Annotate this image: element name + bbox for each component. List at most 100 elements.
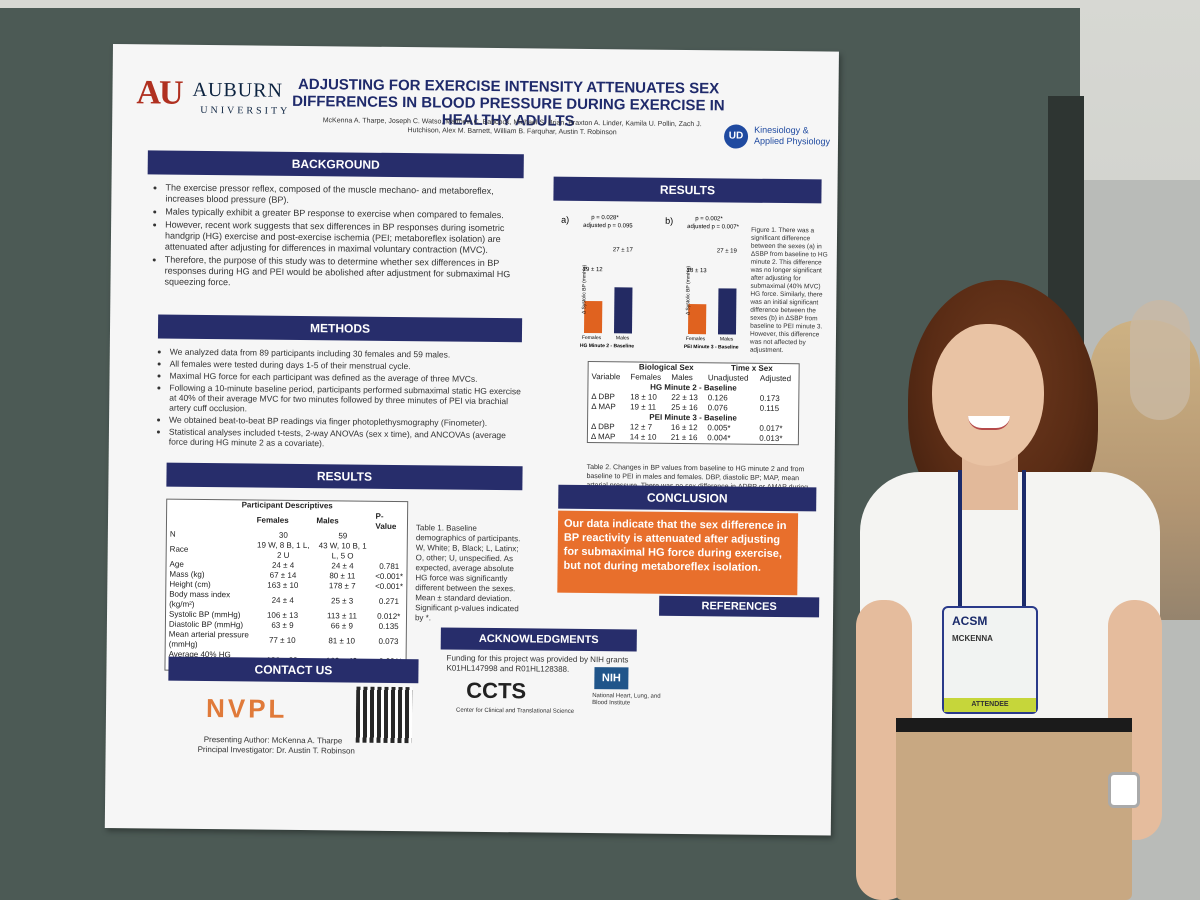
background-item: However, recent work suggests that sex d…: [165, 220, 523, 257]
background-item: The exercise pressor reflex, composed of…: [165, 183, 523, 209]
table-row: Body mass index (kg/m²) 24 ± 4 25 ± 3 0.271: [166, 590, 406, 613]
chart-a-adjusted: adjusted p = 0.095: [583, 222, 633, 230]
methods-item: Statistical analyses included t-tests, 2…: [169, 427, 527, 451]
contact-header: CONTACT US: [168, 656, 419, 684]
chart-b-p: p = 0.002*: [695, 216, 723, 223]
nih-logo: NIH: [594, 667, 629, 690]
background-item: Therefore, the purpose of this study was…: [164, 255, 522, 292]
table-cell: 81 ± 10: [328, 636, 356, 646]
table-cell: 77 ± 10: [268, 635, 296, 645]
presenter-pants: [896, 720, 1132, 900]
table-cell: 0.073: [378, 636, 399, 647]
results-header-right: RESULTS: [553, 176, 822, 204]
table2-col-header: Males: [671, 372, 693, 383]
bp-change-table: Biological Sex Time x Sex Variable Females M…: [586, 360, 800, 446]
table-row: Race 19 W, 8 B, 1 L, 2 U 43 W, 10 B, 1 L, …: [167, 540, 407, 563]
auburn-name: AUBURN: [192, 78, 284, 102]
table-cell: Mean arterial pressure (mmHg): [168, 629, 249, 649]
table-cell: Δ DBP: [590, 422, 615, 432]
table-cell: [372, 542, 407, 562]
background-header: BACKGROUND: [147, 150, 524, 179]
table1-col-header: P-Value: [375, 511, 397, 531]
table-cell: 163 ± 10: [267, 580, 299, 590]
table-cell: 178 ± 7: [328, 581, 356, 591]
chart-a-male-value: 27 ± 17: [612, 247, 633, 254]
smartwatch-icon: [1108, 772, 1140, 808]
table2-group-header: [589, 362, 628, 372]
table-cell: 24 ± 4: [271, 560, 295, 570]
chart-a-male-label: Males: [615, 335, 630, 342]
table-cell: <0.001*: [375, 581, 404, 592]
table-cell: 0.012*: [377, 611, 401, 622]
auburn-logo: AU AUBURN UNIVERSITY: [136, 74, 296, 124]
table-cell: 80 ± 11: [329, 571, 356, 581]
table-cell: 106 ± 13: [266, 610, 299, 620]
table-row: Mean arterial pressure (mmHg) 77 ± 10 81 ±…: [166, 630, 406, 653]
table-cell: 25 ± 16: [671, 402, 698, 413]
table-cell: 63 ± 9: [271, 620, 294, 630]
table-cell: [372, 532, 407, 542]
table1-col-header: Females: [256, 515, 289, 525]
results-header: RESULTS: [166, 462, 523, 491]
table-cell: 22 ± 13: [671, 392, 698, 403]
badge-footer: ATTENDEE: [944, 698, 1036, 712]
table-cell: 24 ± 4: [271, 595, 294, 605]
research-poster: AU AUBURN UNIVERSITY ADJUSTING FOR EXERC…: [104, 44, 839, 836]
chart-a-male-bar: [613, 287, 633, 334]
table-cell: Δ MAP: [591, 402, 616, 412]
chart-a-label: a): [561, 214, 570, 225]
participant-descriptives-table: Participant Descriptives Females Males P-V…: [164, 498, 409, 674]
chart-a: a) p = 0.028* adjusted p = 0.095 19 ± 12…: [560, 211, 661, 352]
table-cell: 16 ± 12: [670, 422, 698, 433]
background-item: Males typically exhibit a greater BP res…: [165, 207, 523, 222]
chart-a-p: p = 0.028*: [591, 215, 619, 222]
badge-logo: ACSM: [952, 614, 988, 628]
references-header: REFERENCES: [659, 595, 820, 618]
methods-item: Following a 10-minute baseline period, p…: [169, 383, 527, 417]
table-cell: 0.005*: [707, 423, 731, 433]
chart-a-ylabel: Δ Systolic BP (mmHg): [581, 264, 588, 314]
chart-b-adjusted: adjusted p = 0.007*: [687, 224, 740, 231]
table1-col-header: [167, 510, 254, 531]
table2-col-header: Unadjusted: [707, 373, 749, 383]
chart-b-ylabel: Δ Systolic BP (mmHg): [685, 265, 692, 316]
presenter-face: [932, 324, 1044, 466]
poster-authors: McKenna A. Tharpe, Joseph C. Watso, Matt…: [322, 117, 702, 137]
table-cell: 19 W, 8 B, 1 L, 2 U: [257, 540, 310, 560]
table-cell: 67 ± 14: [269, 570, 297, 580]
table-cell: 0.781: [379, 561, 400, 572]
nih-subtitle: National Heart, Lung, and Blood Institut…: [592, 693, 661, 707]
table2-col-header: Variable: [591, 372, 621, 382]
lanyard: [958, 470, 1026, 610]
table-cell: <0.001*: [375, 571, 404, 582]
chart-b-label: b): [665, 215, 674, 226]
table-cell: 12 ± 7: [629, 422, 653, 432]
presenter-person: ACSM MCKENNA ATTENDEE: [840, 280, 1180, 900]
table-cell: 0.126: [707, 393, 728, 403]
references-list: [659, 620, 829, 622]
background-attendee-far: [1130, 300, 1190, 420]
table-cell: Δ MAP: [590, 432, 616, 442]
table-cell: Δ DBP: [591, 392, 615, 402]
table1-caption: Table 1. Baseline demographics of partic…: [414, 523, 521, 623]
chart-b-male-value: 27 ± 19: [716, 248, 737, 255]
chart-a-female-label: Females: [581, 334, 602, 342]
table2-col-header: Females: [630, 372, 662, 382]
table-cell: 113 ± 11: [326, 611, 357, 621]
ud-logo: UD Kinesiology & Applied Physiology: [723, 122, 834, 163]
nvpl-logo: NVPL: [205, 693, 288, 724]
chart-a-xlabel: HG Minute 2 - Baseline: [579, 342, 635, 350]
presenter-smile: [968, 416, 1010, 430]
qr-code-icon[interactable]: [355, 686, 413, 744]
name-badge: ACSM MCKENNA ATTENDEE: [942, 606, 1038, 714]
table-cell: Race: [169, 544, 189, 554]
ud-mark: UD: [723, 124, 749, 149]
table-cell: 14 ± 10: [629, 432, 657, 442]
table-cell: 0.135: [378, 621, 399, 632]
table1-col-header: Males: [316, 516, 339, 526]
table-cell: 0.076: [707, 403, 728, 413]
methods-list: We analyzed data from 89 participants in…: [157, 346, 528, 452]
table-row: Δ MAP 14 ± 10 21 ± 16 0.004* 0.013*: [588, 432, 798, 444]
table-cell: 19 ± 11: [630, 402, 657, 412]
ccts-subtitle: Center for Clinical and Translational Sc…: [456, 707, 575, 715]
